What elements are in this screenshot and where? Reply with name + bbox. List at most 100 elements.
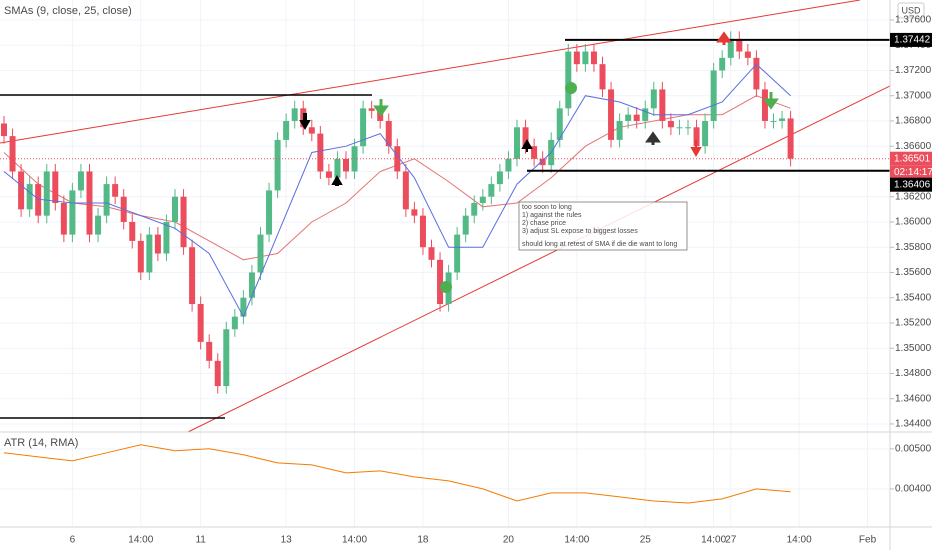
note-line: too soon to long xyxy=(522,204,572,211)
arrow-up xyxy=(521,138,533,152)
indicator-title: ATR (14, RMA) xyxy=(4,437,78,449)
indicator-title: SMAs (9, close, 25, close) xyxy=(4,5,132,17)
x-tick-label: 18 xyxy=(417,535,429,546)
signal-dot xyxy=(440,281,452,293)
candle-body xyxy=(462,215,469,235)
candle-body xyxy=(779,118,786,121)
candle-body xyxy=(163,221,170,254)
candle-body xyxy=(693,127,700,147)
candle-body xyxy=(248,272,255,298)
candle-body xyxy=(317,133,324,172)
candle-body xyxy=(274,139,281,191)
price-tag-label: 1.36501 xyxy=(894,153,931,164)
candle-body xyxy=(599,64,606,90)
candle-body xyxy=(103,184,110,216)
note-line: should long at retest of SMA if die die … xyxy=(522,241,677,248)
candle-body xyxy=(60,203,67,235)
x-tick-label: 14:00 xyxy=(342,535,367,546)
x-tick-label: 14:00 xyxy=(564,535,589,546)
y-tick-label: 1.35400 xyxy=(895,292,932,303)
x-tick-label: 6 xyxy=(70,535,76,546)
currency: USD xyxy=(901,5,921,15)
axes: 1.376001.374001.372001.370001.368001.366… xyxy=(70,15,932,546)
candle-body xyxy=(616,120,623,140)
candle-body xyxy=(334,158,341,178)
candle-body xyxy=(625,114,632,121)
candle-body xyxy=(137,240,144,273)
candle-body xyxy=(522,127,529,147)
candle-body xyxy=(360,108,367,147)
candle-body xyxy=(531,146,538,159)
candle-body xyxy=(471,203,478,216)
y-tick-label: 1.36800 xyxy=(895,116,932,127)
candle-body xyxy=(189,247,196,305)
x-tick-label: 11 xyxy=(195,535,206,546)
note-line: 2) chase price xyxy=(522,220,566,227)
candle-body xyxy=(18,171,25,210)
candle-body xyxy=(146,234,153,273)
y-tick-label: 1.35000 xyxy=(895,343,932,354)
currency-badge[interactable] xyxy=(897,2,925,19)
candle-body xyxy=(283,120,290,140)
candle-body xyxy=(223,329,230,387)
candle-body xyxy=(112,184,119,197)
arrow-down xyxy=(690,140,702,158)
countdown-label: 02:14:17 xyxy=(894,167,932,178)
arrow-up xyxy=(716,31,732,45)
candle-body xyxy=(402,171,409,210)
level-tag-label: 1.36406 xyxy=(894,179,931,190)
candle-body xyxy=(240,297,247,317)
arrow-down xyxy=(299,113,311,131)
y-tick-label: 1.36200 xyxy=(895,191,932,202)
x-tick-label: 14:00 xyxy=(128,535,153,546)
candle-body xyxy=(308,127,315,134)
trend-line xyxy=(0,0,861,144)
candle-body xyxy=(35,184,42,216)
candle-body xyxy=(257,234,264,273)
candle-body xyxy=(428,247,435,260)
candle-body xyxy=(26,184,33,210)
y-tick-label: 1.36600 xyxy=(895,141,932,152)
candle-body xyxy=(539,158,546,166)
candle-body xyxy=(368,108,375,111)
y-tick-label: 1.35600 xyxy=(895,267,932,278)
y-tick-label: 0.00500 xyxy=(895,443,932,454)
candle-body xyxy=(52,171,59,204)
candle-body xyxy=(411,209,418,216)
candle-body xyxy=(685,127,691,129)
candle-body xyxy=(565,51,572,109)
candle-body xyxy=(488,184,495,197)
y-tick-label: 1.36000 xyxy=(895,217,932,228)
indicator-line xyxy=(3,444,791,504)
y-tick-label: 0.00400 xyxy=(895,484,932,495)
candle-body xyxy=(736,38,743,52)
candle-body xyxy=(180,196,187,248)
arrow-down xyxy=(373,99,389,117)
candle-body xyxy=(1,123,7,137)
signals xyxy=(299,31,779,293)
level-tag xyxy=(890,32,932,47)
note: too soon to long 1) against the rules 2)… xyxy=(518,201,688,251)
candle-body xyxy=(659,89,666,121)
candle-body xyxy=(496,171,503,185)
candle-body xyxy=(154,234,161,254)
y-tick-label: 1.34600 xyxy=(895,393,932,404)
candle-body xyxy=(702,120,709,147)
y-tick-label: 1.34400 xyxy=(895,419,932,430)
candle-body xyxy=(291,108,298,121)
arrow-up xyxy=(331,174,343,186)
y-tick-label: 1.35800 xyxy=(895,242,932,253)
x-tick-label: 14:00 xyxy=(787,535,812,546)
candle-body xyxy=(505,158,512,172)
y-tick-label: 1.34800 xyxy=(895,368,932,379)
candle-body xyxy=(770,120,777,122)
candle-body xyxy=(556,108,563,140)
candle-body xyxy=(394,146,401,172)
arrow-up xyxy=(645,131,661,145)
candle-body xyxy=(43,171,50,216)
candle-body xyxy=(582,51,589,65)
x-tick-label: 20 xyxy=(503,535,515,546)
candle-body xyxy=(266,190,273,235)
candle-body xyxy=(650,89,657,109)
